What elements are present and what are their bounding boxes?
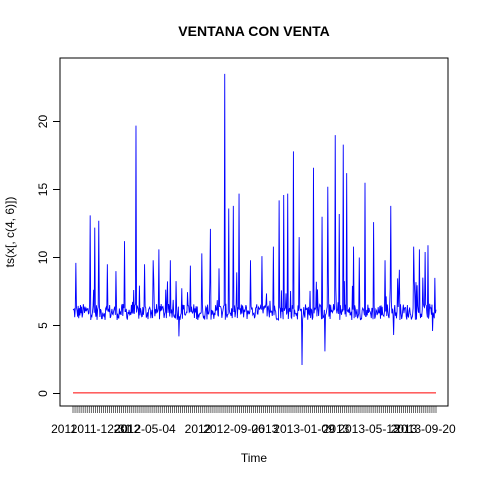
series-layer xyxy=(72,73,437,394)
series-line-blue xyxy=(72,73,437,365)
x-tick-label: 2012-05-04 xyxy=(114,422,176,436)
x-tick-label: 2012-09-06 xyxy=(203,422,265,436)
y-tick-label: 15 xyxy=(36,183,50,197)
plot-frame xyxy=(59,57,449,407)
y-axis: 0 5 10 15 20 xyxy=(36,115,61,397)
x-tick-label: 2011-12-31 xyxy=(71,422,132,436)
y-axis-label: ts(x[, c(4, 6)]) xyxy=(3,197,17,268)
x-tick-label: 2013-01-09 xyxy=(273,422,335,436)
x-tick-label-year: 2013 xyxy=(252,422,279,436)
x-tick-label-year: 2012 xyxy=(185,422,212,436)
y-tick-label: 5 xyxy=(36,322,50,329)
x-tick-label-year: 2011 xyxy=(51,422,77,436)
x-tick-label: 2013-09-20 xyxy=(394,422,456,436)
x-tick-label-year: 2013 xyxy=(391,422,418,436)
chart-title: VENTANA CON VENTA xyxy=(178,23,329,39)
y-tick-label: 0 xyxy=(36,390,50,397)
x-tick-label-year: 2012 xyxy=(114,422,141,436)
x-tick-label: 2013-05-13 xyxy=(338,422,400,436)
y-tick-label: 10 xyxy=(36,251,50,265)
x-tick-label-year: 2013 xyxy=(323,422,350,436)
x-axis: 2011 2012 2012 2013 2013 20132011-12-312012-0… xyxy=(51,405,456,436)
x-axis-label: Time xyxy=(241,451,268,465)
y-tick-label: 20 xyxy=(36,115,50,129)
